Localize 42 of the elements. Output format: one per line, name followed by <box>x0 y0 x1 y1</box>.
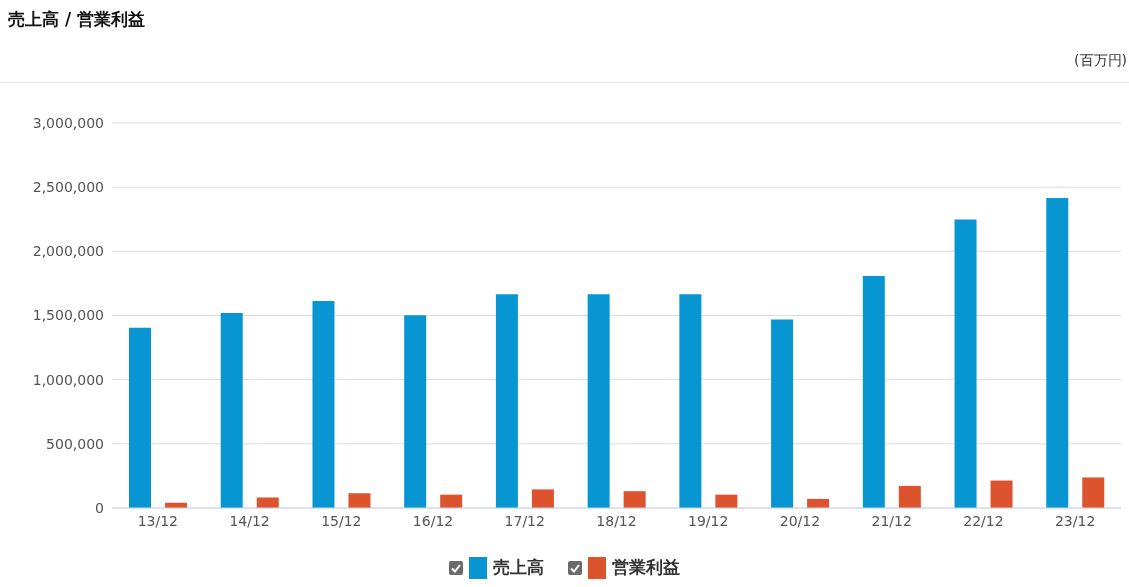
bar <box>256 497 279 508</box>
y-tick-label: 0 <box>95 499 104 516</box>
bar <box>954 219 977 508</box>
y-tick-label: 1,000,000 <box>32 371 104 388</box>
bar <box>129 327 151 508</box>
bar <box>862 276 885 508</box>
bar <box>623 491 646 508</box>
x-tick-label: 17/12 <box>504 512 545 529</box>
y-tick-label: 2,500,000 <box>32 179 104 196</box>
y-tick-label: 1,500,000 <box>32 307 104 324</box>
legend-label: 売上高 <box>493 556 544 579</box>
bar <box>715 494 738 508</box>
bar <box>495 294 518 508</box>
bar <box>990 480 1013 508</box>
x-tick-label: 19/12 <box>688 512 729 529</box>
bar <box>348 493 371 508</box>
x-tick-label: 22/12 <box>963 512 1004 529</box>
x-tick-label: 13/12 <box>137 512 179 529</box>
y-tick-label: 2,000,000 <box>32 243 104 260</box>
y-tick-label: 500,000 <box>46 435 104 452</box>
y-tick-label: 3,000,000 <box>32 114 104 131</box>
x-tick-label: 20/12 <box>779 512 821 529</box>
bar <box>679 294 702 508</box>
bar <box>771 319 794 508</box>
x-tick-label: 15/12 <box>321 512 362 529</box>
bar <box>531 489 554 508</box>
x-tick-label: 21/12 <box>871 512 912 529</box>
x-tick-label: 18/12 <box>596 512 637 529</box>
bar <box>587 294 610 508</box>
bar <box>440 494 463 508</box>
legend-label: 営業利益 <box>612 556 680 579</box>
bar <box>1046 198 1069 508</box>
x-tick-label: 23/12 <box>1054 512 1096 529</box>
bar <box>898 485 921 508</box>
text: (百万円) <box>1074 52 1127 70</box>
bar <box>312 301 335 508</box>
x-tick-label: 16/12 <box>412 512 454 529</box>
x-tick-label: 14/12 <box>229 512 270 529</box>
chart-title: 売上高 / 営業利益 <box>8 8 146 31</box>
bar <box>404 315 427 508</box>
bar <box>1082 477 1105 508</box>
bar <box>220 312 243 508</box>
